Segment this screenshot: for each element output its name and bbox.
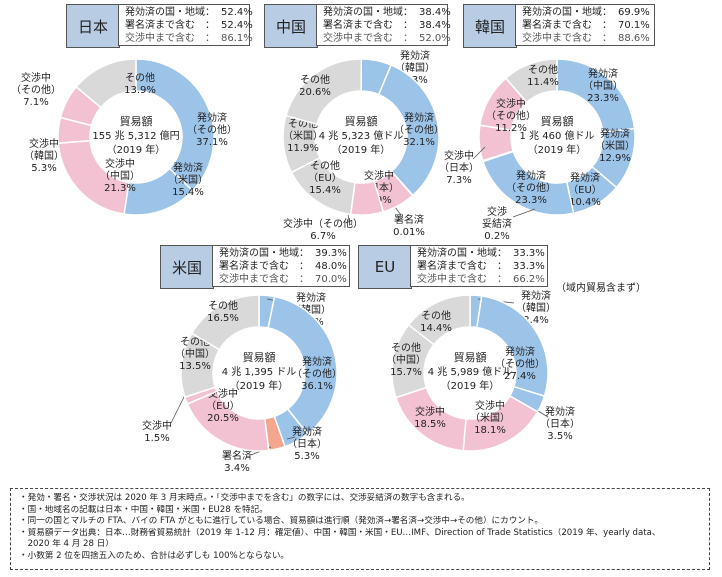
slice-label: 交渉中（米国） 18.1% xyxy=(470,399,510,436)
stat-negotiating: 交渉中まで含む ： 70.0% xyxy=(219,274,347,285)
donut-slice xyxy=(377,64,440,197)
note-line: ・小数第 2 位を四捨五入のため、合計は必ずしも 100%とならない。 xyxy=(19,550,290,561)
center-text: 貿易額 xyxy=(345,115,378,128)
center-text: 貿易額 xyxy=(120,115,153,128)
center-text: 4 兆 1,395 ドル xyxy=(222,366,297,378)
slice-label: 発効済（米国） 12.9% xyxy=(595,127,635,164)
slice-label: その他 13.9% xyxy=(124,71,156,96)
center-text: 155 兆 5,312 億円 xyxy=(92,129,179,142)
stat-signed: 署名済まで含む ： 52.4% xyxy=(125,20,253,31)
country-tag-japan: 日本 xyxy=(66,4,120,48)
note-line: ・貿易額データ出典：日本…財務省貿易統計（2019 年 1-12 月：確定値）、… xyxy=(19,527,661,538)
slice-label: 発効済（その他） 23.3% xyxy=(506,169,556,206)
slice-label: 交渉中（その他） 6.7% xyxy=(283,217,363,242)
stats-box-china: 発効済の国・地域： 38.4% 署名済まで含む ： 38.4% 交渉中まで含む ： 5… xyxy=(316,4,451,46)
country-tag-eu: EU xyxy=(358,245,412,289)
donut-slice xyxy=(75,58,137,109)
slice-label: 交渉中（その他） 11.2% xyxy=(486,97,536,134)
stat-negotiating: 交渉中まで含む ： 86.1% xyxy=(125,33,253,44)
stats-box-usa: 発効済の国・地域： 39.3% 署名済まで含む ： 48.0% 交渉中まで含む ： 7… xyxy=(212,245,350,287)
country-tag-china: 中国 xyxy=(264,4,318,48)
center-text: 貿易額 xyxy=(454,351,487,364)
stat-negotiating: 交渉中まで含む ： 88.6% xyxy=(522,33,650,44)
center-text: （2019 年） xyxy=(528,143,587,156)
slice-label: 交渉中 1.5% xyxy=(142,419,172,444)
slice-label: 署名済 3.4% xyxy=(222,449,252,474)
donut-slice xyxy=(504,58,558,104)
slice-label: 発効済（米国） 15.4% xyxy=(168,161,208,198)
center-text: 4 兆 5,323 億ドル xyxy=(319,129,404,142)
stat-in-force: 発効済の国・地域： 69.9% xyxy=(522,7,650,18)
leader-line xyxy=(537,410,549,418)
slice-label: 交渉中 18.5% xyxy=(414,405,446,430)
stat-signed: 署名済まで含む ： 70.1% xyxy=(522,20,650,31)
stat-in-force: 発効済の国・地域： 33.3% xyxy=(417,248,545,259)
donut-chart: 発効済（その他） 37.1% 発効済（米国） 15.4% 交渉中（中国） 21.3% 交渉中… xyxy=(11,58,237,216)
country-tag-usa: 米国 xyxy=(160,245,214,289)
slice-label: その他 14.4% xyxy=(420,309,452,334)
stats-box-eu: 発効済の国・地域： 33.3% 署名済まで含む ： 33.3% 交渉中まで含む ： 6… xyxy=(410,245,548,287)
stat-signed: 署名済まで含む ： 38.4% xyxy=(323,20,451,31)
donut-chart: 発効済（韓国）3.2%発効済（その他）36.1%発効済（日本）5.3%署名済3.… xyxy=(142,291,342,474)
slice-label: その他（EU） 15.4% xyxy=(308,159,342,196)
center-text: 貿易額 xyxy=(541,115,574,128)
slice-label: その他 20.6% xyxy=(299,73,331,98)
center-text: （2019 年） xyxy=(332,143,391,156)
center-text: 4 兆 5,989 億ドル xyxy=(428,365,513,378)
slice-label: 発効済（その他） 27.4% xyxy=(495,345,545,382)
donut-slice xyxy=(267,295,338,436)
slice-label: 発効済（韓国） 2.4% xyxy=(516,289,556,326)
leader-line xyxy=(512,208,536,218)
center-text: 1 兆 460 億ドル xyxy=(520,129,595,142)
slice-label: 署名済 0.01% xyxy=(393,213,425,238)
slice-label: 交渉中（中国） 21.3% xyxy=(100,157,140,194)
eu-note: （域内貿易含まず） xyxy=(556,283,646,294)
slice-label: 発効済（EU） 10.4% xyxy=(568,171,602,208)
slice-label: 交渉妥結済 0.2% xyxy=(482,205,512,242)
note-line: ・同一の国とマルチの FTA、バイの FTA がともに進行している場合、貿易額は… xyxy=(19,516,543,527)
stat-signed: 署名済まで含む ： 48.0% xyxy=(219,261,347,272)
center-text: （2019 年） xyxy=(230,379,289,392)
stat-negotiating: 交渉中まで含む ： 52.0% xyxy=(323,33,451,44)
leader-line xyxy=(472,146,486,160)
slice-label: 発効済（その他） 36.1% xyxy=(292,355,342,392)
center-text: 貿易額 xyxy=(243,351,276,364)
slice-label: その他 11.4% xyxy=(527,63,559,88)
slice-label: 発効済（その他） 37.1% xyxy=(187,111,237,148)
stat-in-force: 発効済の国・地域： 52.4% xyxy=(125,7,253,18)
slice-label: その他（中国） 15.7% xyxy=(386,341,426,378)
stats-box-korea: 発効済の国・地域： 69.9% 署名済まで含む ： 70.1% 交渉中まで含む ： 8… xyxy=(515,4,655,46)
stat-signed: 署名済まで含む ： 33.3% xyxy=(417,261,545,272)
country-tag-korea: 韓国 xyxy=(463,4,517,48)
leader-line xyxy=(170,394,186,424)
donut-chart: 発効済（韓国）6.3%発効済（その他）32.1%署名済0.01%交渉中（日本）6… xyxy=(282,49,444,242)
slice-label: 発効済（その他） 32.1% xyxy=(394,111,444,148)
leader-line xyxy=(286,436,296,440)
center-text: （2019 年） xyxy=(441,379,500,392)
donut-slice xyxy=(135,58,215,192)
slice-label: 発効済（日本） 5.3% xyxy=(287,425,327,462)
stat-in-force: 発効済の国・地域： 38.4% xyxy=(323,7,451,18)
note-line: 2020 年 4 月 28 日） xyxy=(19,539,114,550)
donut-slice xyxy=(407,294,471,346)
donut-chart: 発効済（中国） 23.3% 発効済（米国） 12.9% 発効済（EU） 10.4% 発効済（… xyxy=(439,58,636,242)
donut-chart: 発効済（韓国） 2.4% 発効済（その他） 27.4% 発効済（日本） 3.5% 交渉中（米… xyxy=(386,289,580,452)
slice-label: 交渉中（日本） 7.3% xyxy=(439,149,479,186)
slice-label: 交渉中（韓国） 5.3% xyxy=(24,137,64,174)
stat-negotiating: 交渉中まで含む ： 66.2% xyxy=(417,274,545,285)
donut-slice xyxy=(285,58,363,126)
donut-slice xyxy=(190,294,260,351)
stats-box-japan: 発効済の国・地域： 52.4% 署名済まで含む ： 52.4% 交渉中まで含む ： 8… xyxy=(118,4,253,46)
note-line: ・国・地域名の記載は日本・中国・韓国・米国・EU28 を特記。 xyxy=(19,504,268,515)
notes-box: ・発効・署名・交渉状況は 2020 年 3 月末時点。・「交渉中までを含む」の数… xyxy=(10,488,710,570)
slice-label: 発効済（中国） 23.3% xyxy=(583,67,623,104)
note-line: ・発効・署名・交渉状況は 2020 年 3 月末時点。・「交渉中までを含む」の数… xyxy=(19,493,470,503)
center-text: （2019 年） xyxy=(107,143,166,156)
stat-in-force: 発効済の国・地域： 39.3% xyxy=(219,248,347,259)
slice-label: 交渉中（その他） 7.1% xyxy=(11,71,61,108)
slice-label: 発効済（日本） 3.5% xyxy=(540,405,580,442)
slice-label: その他 16.5% xyxy=(207,299,239,324)
